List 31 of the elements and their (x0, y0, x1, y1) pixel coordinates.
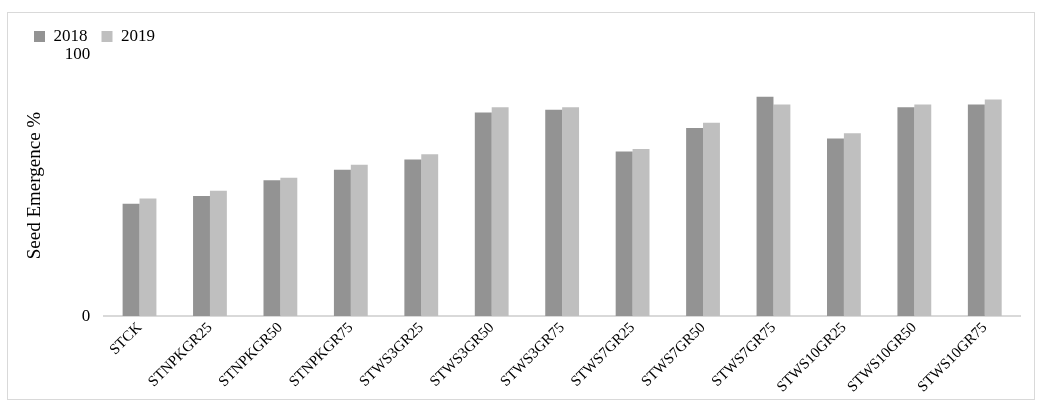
bar (263, 180, 281, 317)
bar (333, 169, 351, 317)
bar (756, 96, 774, 317)
bar (897, 107, 915, 317)
bar (474, 112, 492, 317)
bar (209, 190, 227, 317)
y-axis-title: Seed Emergence % (23, 111, 45, 260)
bar (562, 107, 580, 317)
bar (545, 109, 563, 317)
bar (914, 104, 932, 317)
bar (350, 164, 368, 317)
bar (984, 99, 1002, 317)
bar (773, 104, 791, 317)
y-tick-label: 100 (64, 44, 91, 64)
bar (686, 128, 704, 317)
y-tick-label: 0 (81, 305, 91, 325)
legend-label: 2018 (53, 25, 88, 45)
bar (122, 203, 140, 317)
bar (404, 159, 422, 317)
bar (280, 177, 298, 317)
bar (632, 148, 650, 317)
bar (703, 122, 720, 317)
bar (491, 107, 509, 317)
bar (827, 138, 844, 317)
legend-label: 2019 (121, 25, 155, 45)
bar (193, 195, 210, 317)
bar (967, 104, 985, 317)
bar (139, 198, 157, 317)
bar (843, 133, 861, 317)
bar (421, 154, 439, 317)
bar (615, 151, 633, 317)
